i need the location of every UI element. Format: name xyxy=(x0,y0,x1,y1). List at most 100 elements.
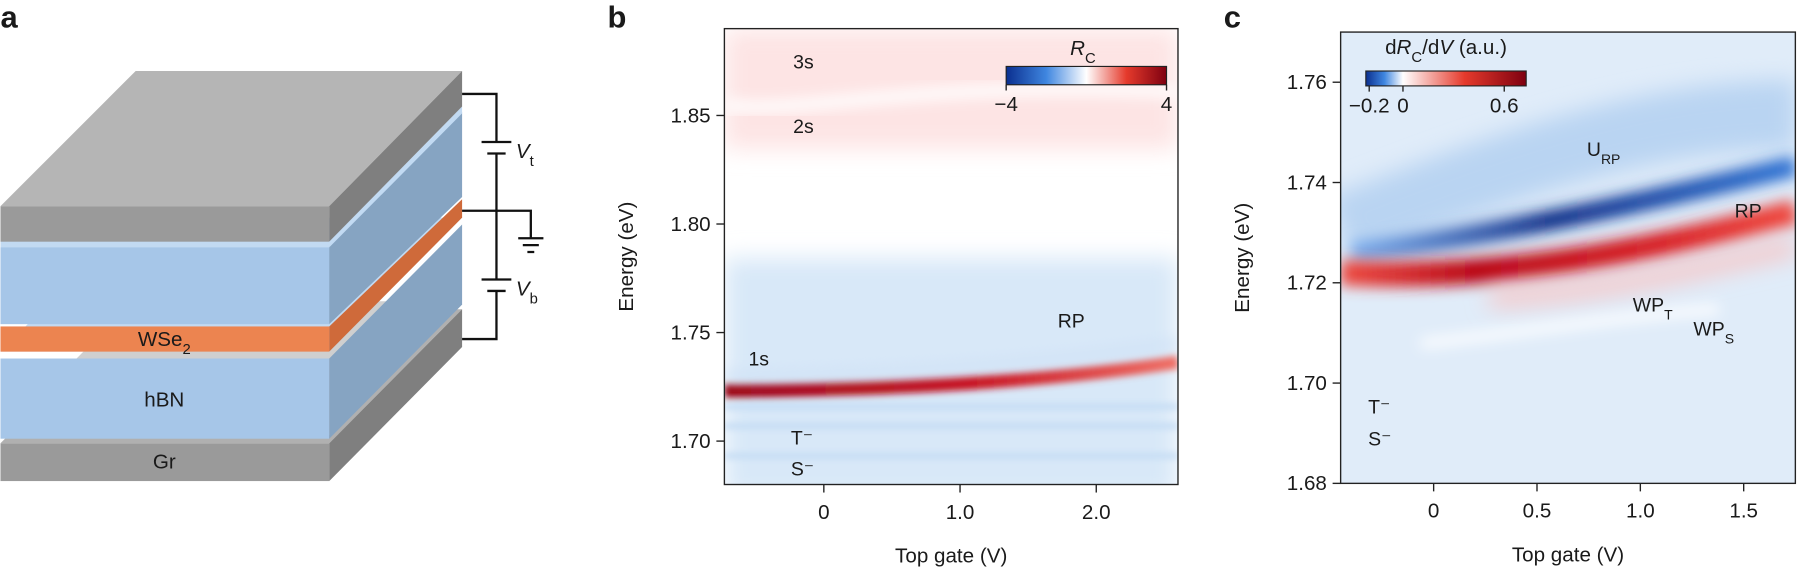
wse2-side xyxy=(329,199,463,352)
hbn-top-front xyxy=(0,246,330,325)
text-part: hBN xyxy=(144,389,184,412)
text-part: S xyxy=(1725,331,1734,347)
y-tick-label: 1.74 xyxy=(1287,171,1327,194)
plot-frame xyxy=(723,27,1179,486)
text-part: C xyxy=(1411,50,1422,66)
text-part: RP xyxy=(1058,311,1085,333)
voltage-label: Vt xyxy=(516,140,535,170)
colorbar-tick-label: 0 xyxy=(1397,94,1408,117)
text-part: V xyxy=(1439,36,1455,59)
y-tick-label: 1.80 xyxy=(671,213,711,236)
colorbar-tick-label: 4 xyxy=(1161,93,1172,116)
circuit xyxy=(462,92,544,341)
annotation: 1s xyxy=(748,348,769,370)
text-part: WP xyxy=(1633,295,1664,317)
y-tick-label: 1.76 xyxy=(1287,71,1327,94)
x-tick-label: 1.5 xyxy=(1729,500,1758,523)
colorbar xyxy=(1005,65,1168,86)
x-tick-label: 1.0 xyxy=(946,501,975,524)
x-tick-label: 2.0 xyxy=(1082,501,1111,524)
layer-label: hBN xyxy=(144,389,184,412)
hbn-top-edge xyxy=(0,240,330,248)
heatmap-b xyxy=(724,28,1178,485)
panel-label: c xyxy=(1224,0,1241,34)
y-tick-label: 1.75 xyxy=(671,321,711,344)
wse2-front xyxy=(0,326,330,352)
plot-frame xyxy=(1339,31,1797,485)
y-tick-label: 1.85 xyxy=(671,104,711,127)
panel-label: a xyxy=(0,0,18,34)
text-part: S⁻ xyxy=(791,458,814,480)
text-part: T xyxy=(1664,307,1673,323)
text-part: U xyxy=(1587,139,1601,161)
colorbar-label: dRC/dV (a.u.) xyxy=(1385,36,1507,66)
text-part: 2 xyxy=(182,342,190,358)
annotation: WPT xyxy=(1633,295,1673,323)
text-part: /d xyxy=(1422,36,1439,59)
y-axis-label: Energy (eV) xyxy=(1231,203,1254,313)
device-diagram xyxy=(0,71,544,482)
text-part: V xyxy=(516,140,532,163)
colorbar-tick-label: 0.6 xyxy=(1490,94,1519,117)
text-part: C xyxy=(1085,51,1096,67)
layer-label: WSe2 xyxy=(138,328,191,358)
colorbar-label: RC xyxy=(1070,37,1096,67)
colorbar-tick-label: −0.2 xyxy=(1349,94,1390,117)
hbn-top-side xyxy=(329,112,463,325)
x-axis-label: Top gate (V) xyxy=(1512,543,1624,566)
panel-label: b xyxy=(608,0,627,34)
y-tick-label: 1.70 xyxy=(671,430,711,453)
y-tick-label: 1.70 xyxy=(1287,372,1327,395)
annotation: WPS xyxy=(1693,319,1734,347)
x-tick-label: 0.5 xyxy=(1523,500,1552,523)
text-part: RP xyxy=(1601,151,1620,167)
y-axis-label: Energy (eV) xyxy=(615,202,638,312)
gate-side xyxy=(329,71,463,242)
text-part: 1s xyxy=(748,348,769,370)
text-part: T⁻ xyxy=(791,427,813,449)
annotation: T⁻ xyxy=(1368,396,1390,418)
gr-front xyxy=(0,443,330,482)
text-part: d xyxy=(1385,36,1396,59)
gate-front xyxy=(0,206,330,242)
colorbar xyxy=(1365,70,1527,87)
heatmap-c xyxy=(1340,32,1796,484)
annotation: 3s xyxy=(793,52,814,74)
y-tick-label: 1.68 xyxy=(1287,472,1327,495)
x-tick-label: 1.0 xyxy=(1626,500,1655,523)
annotation: RP xyxy=(1058,311,1085,333)
text-part: WP xyxy=(1693,319,1724,341)
x-axis-label: Top gate (V) xyxy=(895,544,1007,567)
x-tick-label: 0 xyxy=(818,501,829,524)
text-part: WSe xyxy=(138,328,183,351)
text-part: R xyxy=(1070,37,1085,60)
y-tick-label: 1.72 xyxy=(1287,272,1327,295)
annotation: S⁻ xyxy=(1368,429,1391,451)
hbn-top-edge-side xyxy=(329,106,463,248)
hbn-bottom-front xyxy=(0,358,330,439)
layer-label: Gr xyxy=(153,450,176,473)
annotation: T⁻ xyxy=(791,427,813,449)
annotation: S⁻ xyxy=(791,458,814,480)
gate-top xyxy=(0,71,463,207)
text-part: Gr xyxy=(153,450,176,473)
text-part: (a.u.) xyxy=(1453,36,1507,59)
text-part: T⁻ xyxy=(1368,396,1390,418)
text-part: t xyxy=(530,154,535,170)
colorbar-tick-label: −4 xyxy=(994,93,1018,116)
hbn-bottom-side xyxy=(329,224,463,439)
gr-side xyxy=(329,309,463,482)
annotation: 2s xyxy=(793,116,814,138)
text-part: V xyxy=(516,278,532,301)
text-part: RP xyxy=(1735,201,1762,223)
voltage-label: Vb xyxy=(516,278,538,308)
text-part: 3s xyxy=(793,52,814,74)
text-part: S⁻ xyxy=(1368,429,1391,451)
text-part: R xyxy=(1397,36,1412,59)
text-part: b xyxy=(530,292,538,308)
x-tick-label: 0 xyxy=(1428,500,1439,523)
text-part: 2s xyxy=(793,116,814,138)
annotation: URP xyxy=(1587,139,1621,167)
